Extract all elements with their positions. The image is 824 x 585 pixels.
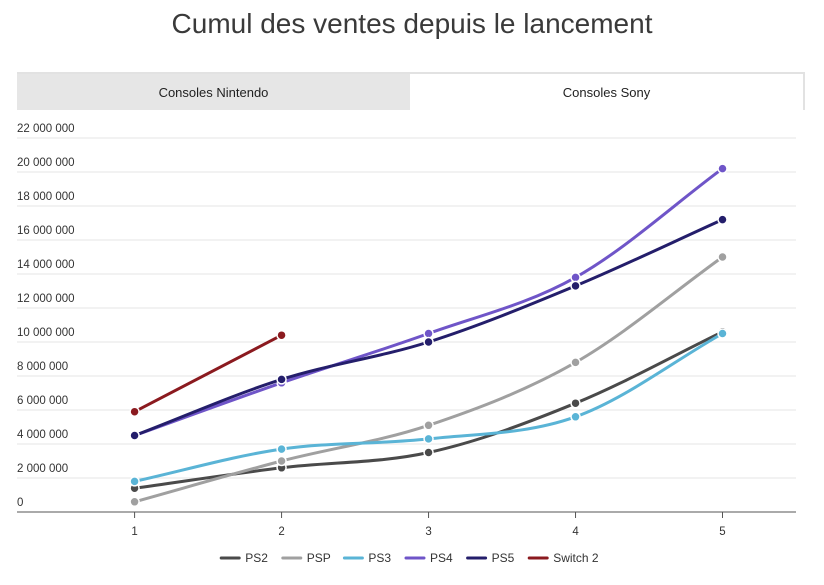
series-psp (129, 251, 728, 508)
data-point-psp[interactable] (129, 496, 140, 508)
legend-item-psp[interactable]: PSP (281, 551, 331, 565)
x-tick-label: 3 (425, 526, 431, 538)
chart-title: Cumul des ventes depuis le lancement (171, 8, 653, 39)
data-point-switch-2[interactable] (129, 406, 140, 417)
tab-consoles-sony[interactable]: Consoles Sony (410, 74, 803, 110)
legend-label: PSP (307, 551, 331, 565)
series-ps5 (129, 214, 728, 441)
data-point-ps5[interactable] (129, 430, 140, 441)
data-point-ps3[interactable] (276, 443, 287, 455)
data-point-ps4[interactable] (717, 163, 728, 174)
x-tick-label: 2 (278, 526, 284, 538)
legend-label: PS5 (492, 551, 515, 565)
x-axis-ticks: 1 2 3 4 5 (131, 512, 726, 538)
data-point-psp[interactable] (423, 420, 434, 431)
legend-item-ps2[interactable]: PS2 (219, 551, 268, 565)
x-tick-label: 4 (572, 526, 579, 538)
series-ps3 (129, 328, 728, 487)
legend-item-ps3[interactable]: PS3 (342, 551, 391, 565)
y-tick-label: 20 000 000 (17, 157, 75, 169)
y-tick-label: 22 000 000 (17, 123, 75, 135)
data-point-ps4[interactable] (423, 328, 434, 339)
x-tick-label: 5 (719, 526, 725, 538)
data-point-ps5[interactable] (423, 336, 434, 348)
series-line-ps4 (133, 167, 725, 437)
tab-consoles-nintendo[interactable]: Consoles Nintendo (17, 74, 410, 110)
series-line-switch-2 (133, 333, 284, 414)
data-point-psp[interactable] (276, 455, 287, 467)
y-tick-label: 4 000 000 (17, 429, 68, 441)
legend-item-ps4[interactable]: PS4 (404, 551, 453, 565)
sales-line-chart: 0 2 000 000 4 000 000 6 000 000 8 000 000 10 … (17, 123, 796, 565)
data-point-ps5[interactable] (717, 214, 728, 225)
console-tabs: Consoles Nintendo Consoles Sony (17, 72, 805, 110)
data-point-psp[interactable] (570, 357, 581, 368)
data-point-ps4[interactable] (570, 272, 581, 283)
data-point-ps3[interactable] (423, 433, 434, 445)
legend-label: PS2 (245, 551, 268, 565)
y-tick-label: 12 000 000 (17, 293, 75, 305)
y-tick-label: 14 000 000 (17, 259, 75, 271)
data-point-ps2[interactable] (570, 397, 581, 409)
y-tick-label: 8 000 000 (17, 361, 68, 373)
legend-item-ps5[interactable]: PS5 (466, 551, 515, 565)
series-line-psp (133, 255, 725, 504)
y-tick-label: 6 000 000 (17, 395, 68, 407)
y-tick-label: 10 000 000 (17, 327, 75, 339)
data-point-ps5[interactable] (570, 280, 581, 292)
data-point-psp[interactable] (717, 251, 728, 263)
data-point-ps5[interactable] (276, 374, 287, 385)
series-line-ps3 (133, 332, 725, 483)
y-tick-label: 0 (17, 497, 23, 509)
legend-item-switch-2[interactable]: Switch 2 (527, 551, 599, 565)
data-point-ps2[interactable] (423, 447, 434, 458)
legend-label: PS3 (368, 551, 391, 565)
data-point-ps3[interactable] (717, 328, 728, 339)
y-tick-label: 16 000 000 (17, 225, 75, 237)
data-point-ps3[interactable] (570, 411, 581, 423)
y-tick-label: 18 000 000 (17, 191, 75, 203)
data-point-ps3[interactable] (129, 476, 140, 487)
y-tick-label: 2 000 000 (17, 463, 68, 475)
series-ps4 (129, 163, 728, 441)
series-switch-2 (129, 329, 287, 417)
x-tick-label: 1 (131, 526, 137, 538)
series-lines (129, 163, 728, 508)
data-point-switch-2[interactable] (276, 329, 287, 341)
legend-label: PS4 (430, 551, 453, 565)
legend-label: Switch 2 (553, 551, 599, 565)
legend: PS2 PSP PS3 PS4 PS5 Switch 2 (219, 551, 599, 565)
y-axis-ticks: 0 2 000 000 4 000 000 6 000 000 8 000 000 10 … (17, 123, 75, 509)
